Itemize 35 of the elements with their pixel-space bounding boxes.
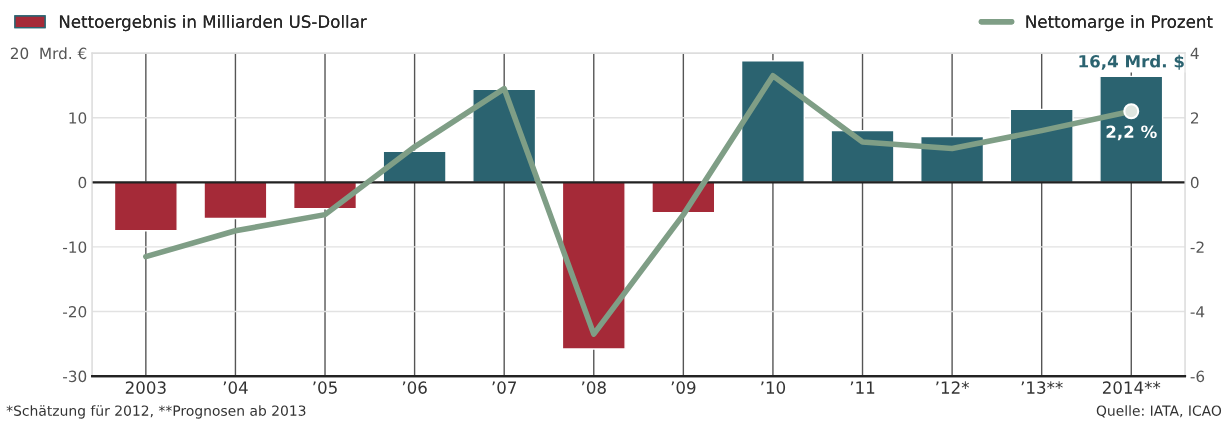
legend-label: Nettoergebnis in Milliarden US-Dollar [59, 15, 367, 32]
source-note: Quelle: IATA, ICAO [1096, 405, 1222, 418]
bar [203, 181, 268, 220]
x-tick-label: ’13** [1021, 381, 1063, 394]
legend-label: Nettomarge in Prozent [1026, 15, 1213, 32]
annotation: 2,2 % [1106, 125, 1157, 141]
bar [113, 181, 178, 232]
text: *Schätzung für 2012, **Prognosen ab 2013 [6, 405, 306, 419]
x-tick-label: ’12* [936, 381, 970, 394]
y2-tick-label: 4 [1190, 47, 1199, 59]
y2-tick-label: -4 [1190, 306, 1205, 318]
x-tick-label: ’06 [402, 381, 427, 394]
y2-tick-label: -6 [1190, 370, 1205, 383]
annotation: 16,4 Mrd. $ [1079, 54, 1184, 70]
x-tick-label: 2014** [1102, 381, 1161, 394]
y-tick-label: -30 [63, 370, 87, 383]
y2-tick-label: 2 [1191, 112, 1199, 124]
y-tick-label: 0 [78, 176, 87, 189]
x-tick-label: ’11 [850, 381, 875, 394]
bar [740, 60, 805, 184]
bar [1099, 75, 1164, 184]
x-tick-label: ’10 [761, 381, 786, 394]
x-tick-label: 2003 [125, 381, 166, 394]
x-tick-label: ’09 [671, 381, 696, 394]
x-tick-label: ’04 [223, 381, 248, 394]
bar [561, 181, 626, 350]
y-tick-label: -20 [63, 305, 87, 318]
y-tick-label: -10 [63, 241, 87, 253]
y2-tick-label: -2 [1190, 241, 1204, 253]
y2-tick-label: 0 [1190, 176, 1199, 189]
x-tick-label: ’07 [492, 381, 517, 394]
x-tick-label: ’08 [581, 381, 606, 394]
x-tick-label: ’05 [313, 381, 337, 394]
y-tick-label: 20 Mrd. € [10, 47, 87, 60]
y-tick-label: 10 [69, 112, 87, 124]
